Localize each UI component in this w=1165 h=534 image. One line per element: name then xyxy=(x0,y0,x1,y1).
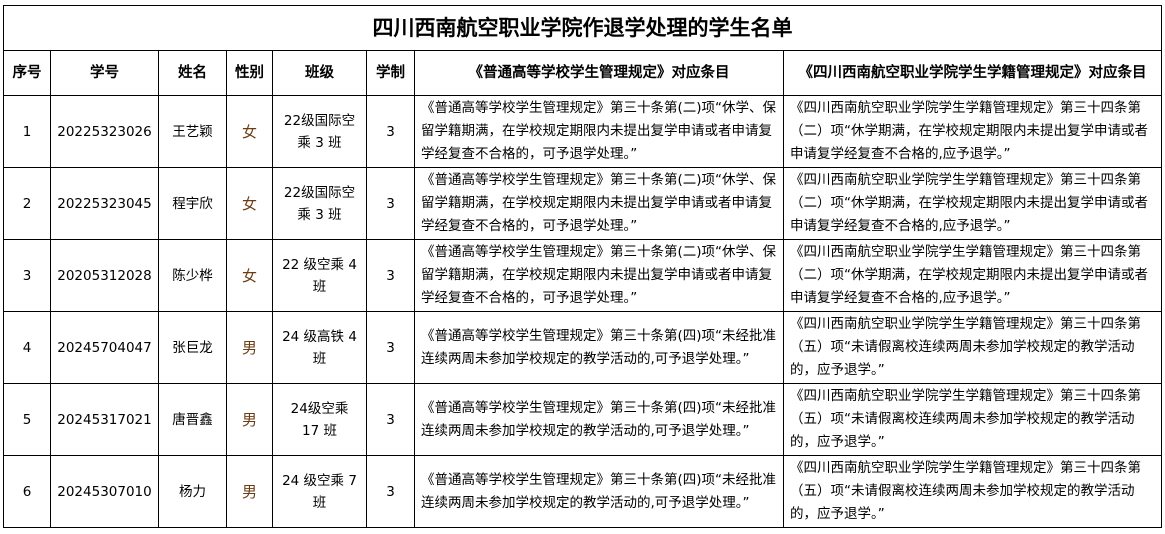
school-rule-cell: 《四川西南航空职业学院学生学籍管理规定》第三十四条第（二）项“休学期满，在学校规… xyxy=(783,239,1162,312)
student-id-cell: 20245307010 xyxy=(50,455,159,528)
class-name-cell: 24 级空乘 7 班 xyxy=(272,455,367,528)
student-id-cell: 20205312028 xyxy=(50,239,159,312)
class-name-cell: 24 级高铁 4 班 xyxy=(272,311,367,384)
table-title: 四川西南航空职业学院作退学处理的学生名单 xyxy=(3,5,1162,51)
table-row: 5 20245317021 唐晋鑫男 24级空乘 17 班 3 《普通高等学校学生管理规定… xyxy=(3,383,1162,456)
header-col-class: 班级 xyxy=(272,50,367,96)
school-rule-cell: 《四川西南航空职业学院学生学籍管理规定》第三十四条第（二）项“休学期满，在学校规… xyxy=(783,167,1162,240)
row-number-cell: 5 xyxy=(3,383,51,456)
table-row: 3 20205312028 陈少桦女 22 级空乘 4 班 3 《普通高等学校学生管理规定… xyxy=(3,239,1162,312)
national-rule-cell: 《普通高等学校学生管理规定》第三十条第(四)项“未经批准连续两周未参加学校规定的… xyxy=(414,455,784,528)
class-name-cell: 22级国际空乘 3 班 xyxy=(272,95,367,168)
student-name-cell: 杨力 xyxy=(158,455,227,528)
header-col-rule-school: 《四川西南航空职业学院学生学籍管理规定》对应条目 xyxy=(783,50,1162,96)
table-row: 4 20245704047 张巨龙男 24 级高铁 4 班 3 《普通高等学校学生管理规定… xyxy=(3,311,1162,384)
row-number-cell: 4 xyxy=(3,311,51,384)
header-col-rule-national: 《普通高等学校学生管理规定》对应条目 xyxy=(414,50,784,96)
class-name-cell: 22级国际空乘 3 班 xyxy=(272,167,367,240)
schooling-years-cell: 3 xyxy=(366,383,415,456)
school-rule-cell: 《四川西南航空职业学院学生学籍管理规定》第三十四条第（五）项“未请假离校连续两周… xyxy=(783,383,1162,456)
row-number-cell: 6 xyxy=(3,455,51,528)
student-withdrawal-table: 四川西南航空职业学院作退学处理的学生名单 序号 学号 姓名 性别 班级 学制 《普通高等学校… xyxy=(3,5,1162,528)
schooling-years-cell: 3 xyxy=(366,455,415,528)
student-name-cell: 张巨龙 xyxy=(158,311,227,384)
school-rule-cell: 《四川西南航空职业学院学生学籍管理规定》第三十四条第（二）项“休学期满，在学校规… xyxy=(783,95,1162,168)
national-rule-cell: 《普通高等学校学生管理规定》第三十条第(四)项“未经批准连续两周未参加学校规定的… xyxy=(414,311,784,384)
student-id-cell: 20245704047 xyxy=(50,311,159,384)
gender-cell: 男 xyxy=(226,383,273,456)
header-col-no: 序号 xyxy=(3,50,51,96)
row-number-cell: 2 xyxy=(3,167,51,240)
table-row: 2 20225323045 程宇欣女 22级国际空乘 3 班 3 《普通高等学校学生管理规… xyxy=(3,167,1162,240)
student-id-cell: 20225323026 xyxy=(50,95,159,168)
national-rule-cell: 《普通高等学校学生管理规定》第三十条第(二)项“休学、保留学籍期满，在学校规定期… xyxy=(414,239,784,312)
table-row: 1 20225323026 王艺颖女 22级国际空乘 3 班 3 《普通高等学校学生管理规… xyxy=(3,95,1162,168)
gender-cell: 男 xyxy=(226,455,273,528)
school-rule-cell: 《四川西南航空职业学院学生学籍管理规定》第三十四条第（五）项“未请假离校连续两周… xyxy=(783,311,1162,384)
schooling-years-cell: 3 xyxy=(366,167,415,240)
schooling-years-cell: 3 xyxy=(366,239,415,312)
gender-cell: 女 xyxy=(226,239,273,312)
national-rule-cell: 《普通高等学校学生管理规定》第三十条第(四)项“未经批准连续两周未参加学校规定的… xyxy=(414,383,784,456)
student-name-cell: 陈少桦 xyxy=(158,239,227,312)
schooling-years-cell: 3 xyxy=(366,311,415,384)
schooling-years-cell: 3 xyxy=(366,95,415,168)
class-name-cell: 24级空乘 17 班 xyxy=(272,383,367,456)
class-name-cell: 22 级空乘 4 班 xyxy=(272,239,367,312)
row-number-cell: 1 xyxy=(3,95,51,168)
header-col-student-id: 学号 xyxy=(50,50,159,96)
national-rule-cell: 《普通高等学校学生管理规定》第三十条第(二)项“休学、保留学籍期满，在学校规定期… xyxy=(414,95,784,168)
student-id-cell: 20225323045 xyxy=(50,167,159,240)
header-col-years: 学制 xyxy=(366,50,415,96)
header-col-name: 姓名 xyxy=(158,50,227,96)
table-row: 6 20245307010 杨力男 24 级空乘 7 班 3 《普通高等学校学生管理规定》… xyxy=(3,455,1162,528)
student-name-cell: 程宇欣 xyxy=(158,167,227,240)
header-col-gender: 性别 xyxy=(226,50,273,96)
gender-cell: 女 xyxy=(226,167,273,240)
national-rule-cell: 《普通高等学校学生管理规定》第三十条第(二)项“休学、保留学籍期满，在学校规定期… xyxy=(414,167,784,240)
school-rule-cell: 《四川西南航空职业学院学生学籍管理规定》第三十四条第（五）项“未请假离校连续两周… xyxy=(783,455,1162,528)
header-row: 序号 学号 姓名 性别 班级 学制 《普通高等学校学生管理规定》对应条目 《四川西南航空职业学… xyxy=(3,50,1162,96)
student-name-cell: 唐晋鑫 xyxy=(158,383,227,456)
row-number-cell: 3 xyxy=(3,239,51,312)
student-name-cell: 王艺颖 xyxy=(158,95,227,168)
gender-cell: 男 xyxy=(226,311,273,384)
student-id-cell: 20245317021 xyxy=(50,383,159,456)
gender-cell: 女 xyxy=(226,95,273,168)
